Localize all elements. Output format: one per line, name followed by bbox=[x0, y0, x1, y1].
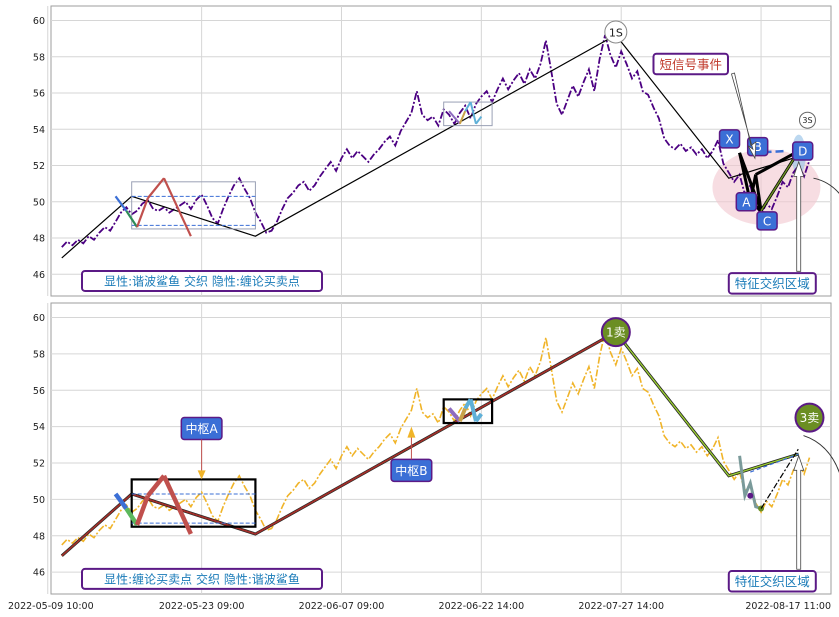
harmonic-point-box bbox=[756, 211, 778, 231]
interleave-zone-label-frame bbox=[727, 570, 817, 593]
y-tick-label: 56 bbox=[33, 386, 45, 397]
harmonic-point-label: B bbox=[754, 140, 762, 154]
pivot-a-segment bbox=[136, 197, 149, 228]
pivot-a-segment bbox=[134, 495, 150, 526]
pivot-a-segment bbox=[125, 210, 138, 228]
sell-marker bbox=[600, 317, 631, 348]
pattern-dot bbox=[758, 505, 765, 512]
y-tick-label: 48 bbox=[33, 234, 45, 245]
pivot-a-segment bbox=[146, 177, 165, 199]
pattern-path bbox=[738, 455, 762, 510]
y-tick-label: 52 bbox=[33, 459, 45, 470]
y-tick-label: 46 bbox=[33, 270, 45, 281]
x-tick-label: 2022-05-23 09:00 bbox=[159, 601, 245, 612]
price-series bbox=[61, 331, 811, 546]
y-tick-label: 54 bbox=[33, 422, 45, 433]
short-signal-arrow bbox=[730, 72, 757, 160]
pivot-b-segment bbox=[448, 110, 461, 125]
signal-curve bbox=[803, 435, 839, 474]
interleave-zone-label: 特征交织区域 bbox=[735, 574, 810, 589]
y-tick-label: 56 bbox=[33, 89, 45, 100]
interleave-zone-label-frame bbox=[727, 272, 817, 295]
pivot-label-arrowhead bbox=[407, 426, 416, 438]
pivot-b-segment bbox=[447, 407, 462, 423]
panel-legend-frame bbox=[81, 567, 323, 590]
x-tick-label: 2022-08-17 11:00 bbox=[745, 601, 831, 612]
plot-area bbox=[50, 5, 832, 297]
x-tick-label: 2022-07-27 14:00 bbox=[578, 601, 664, 612]
signal-circle bbox=[798, 111, 816, 129]
pivot-a-segment bbox=[146, 474, 166, 498]
x-tick-label: 2022-06-07 09:00 bbox=[299, 601, 385, 612]
panel-legend-frame bbox=[81, 269, 323, 292]
pivot-box-b bbox=[442, 398, 494, 425]
pivot-b-segment bbox=[468, 398, 478, 422]
price-series bbox=[61, 34, 811, 248]
pivot-b-segment bbox=[458, 110, 467, 125]
plot-area bbox=[50, 302, 832, 595]
y-tick-label: 50 bbox=[33, 495, 45, 506]
interleave-zone-label: 特征交织区域 bbox=[735, 276, 810, 291]
panel-legend: 显性:谐波鲨鱼 交织 隐性:缠论买卖点 bbox=[104, 273, 300, 288]
signal-circle bbox=[604, 20, 628, 44]
short-signal-label-frame bbox=[652, 52, 729, 76]
pivot-b-segment bbox=[469, 101, 477, 125]
pivot-box-a bbox=[131, 181, 256, 230]
sell-marker-label: 3卖 bbox=[800, 411, 820, 425]
pivot-a-segment bbox=[124, 507, 139, 527]
sell-marker bbox=[794, 402, 825, 433]
pivot-label: 中枢A bbox=[186, 421, 219, 436]
pivot-box-b bbox=[443, 101, 493, 127]
x-tick-label: 2022-06-22 14:00 bbox=[439, 601, 525, 612]
harmonic-leg bbox=[738, 152, 763, 212]
harmonic-leg bbox=[754, 149, 800, 176]
y-tick-label: 52 bbox=[33, 161, 45, 172]
trend-line bbox=[61, 34, 799, 259]
pattern-dashed bbox=[750, 453, 799, 473]
harmonic-point-box bbox=[735, 192, 758, 212]
harmonic-point-label: C bbox=[763, 214, 771, 228]
signal-curve bbox=[813, 177, 839, 194]
y-tick-label: 46 bbox=[33, 568, 45, 579]
sell-marker-label: 1卖 bbox=[606, 326, 626, 340]
y-tick-label: 60 bbox=[33, 16, 45, 27]
harmonic-point-box bbox=[718, 129, 741, 149]
pivot-label-arrowhead bbox=[197, 470, 206, 480]
pivot-a-segment bbox=[114, 195, 128, 212]
pattern-dot bbox=[747, 492, 754, 499]
x-tick-label: 2022-05-09 10:00 bbox=[8, 601, 94, 612]
pivot-box-a bbox=[130, 478, 257, 528]
harmonic-point-box bbox=[791, 141, 814, 161]
harmonic-point-label: X bbox=[725, 132, 733, 146]
pivot-label: 中枢B bbox=[395, 463, 427, 478]
y-tick-label: 58 bbox=[33, 52, 45, 63]
short-signal-label: 短信号事件 bbox=[659, 57, 722, 72]
signal-label: 1S bbox=[609, 27, 623, 40]
c-d-leg bbox=[760, 150, 800, 212]
y-tick-label: 48 bbox=[33, 531, 45, 542]
pivot-a-segment bbox=[161, 474, 193, 535]
signal-label: 3S bbox=[802, 116, 812, 125]
pivot-b-segment bbox=[464, 101, 472, 112]
pivot-b-segment bbox=[457, 407, 468, 422]
stroke-line bbox=[61, 331, 617, 557]
y-tick-label: 50 bbox=[33, 197, 45, 208]
interleave-zone-arrow bbox=[793, 454, 805, 570]
x-axis: 2022-05-09 10:00 2022-05-23 09:00 2022-06-… bbox=[8, 601, 831, 612]
y-tick-label: 54 bbox=[33, 125, 45, 136]
pivot-b-segment bbox=[474, 412, 483, 423]
pivot-a-segment bbox=[162, 177, 192, 237]
y-tick-label: 60 bbox=[33, 313, 45, 324]
harmonic-point-label: A bbox=[742, 195, 751, 209]
interleave-zone-arrow bbox=[793, 160, 805, 272]
pivot-b-segment bbox=[475, 115, 483, 125]
pivot-a-segment bbox=[113, 492, 129, 510]
panel-legend: 显性:缠论买卖点 交织 隐性:谐波鲨鱼 bbox=[104, 571, 300, 586]
y-tick-label: 58 bbox=[33, 349, 45, 360]
harmonic-point-label: D bbox=[798, 145, 807, 159]
